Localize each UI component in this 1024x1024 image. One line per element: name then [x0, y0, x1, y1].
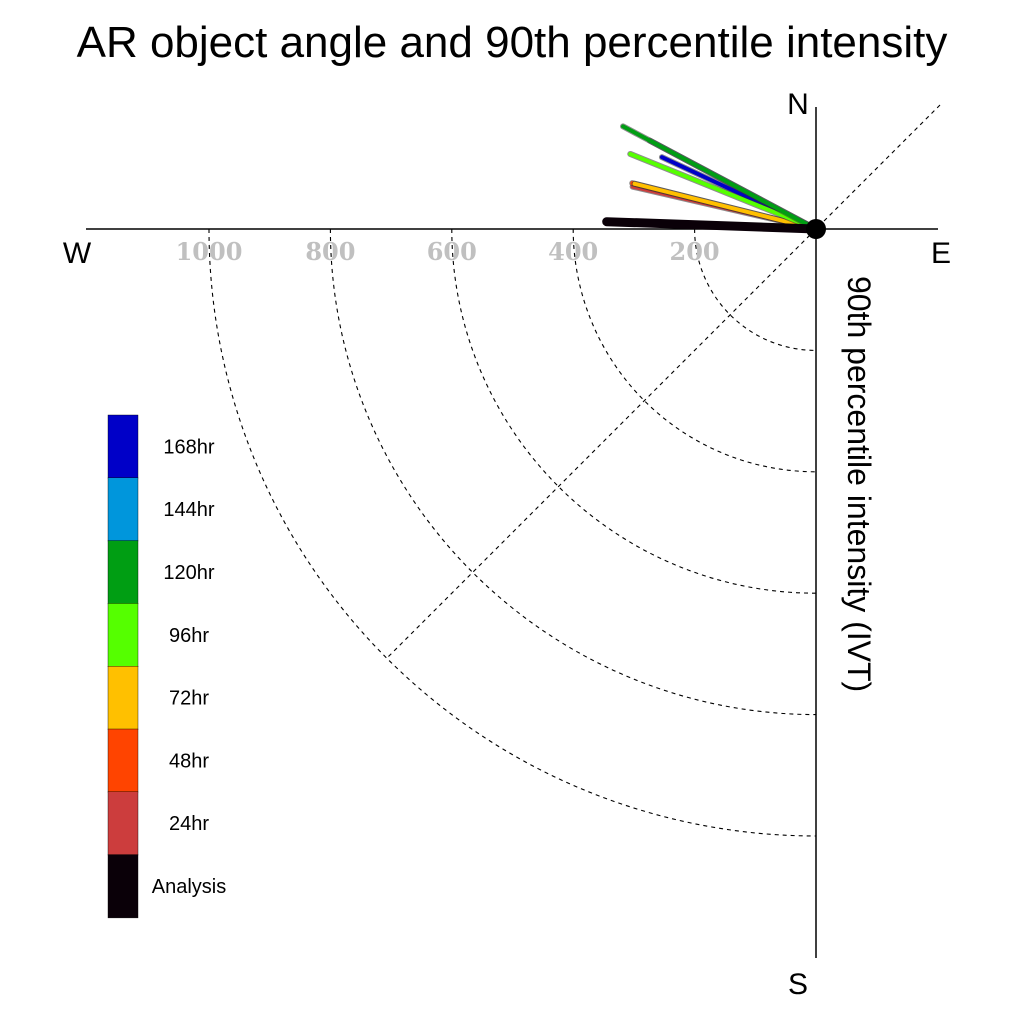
grid-arc-1000 [208, 228, 817, 837]
legend-label-168hr: 168hr [163, 436, 214, 458]
grid-diagonal [386, 104, 941, 659]
compass-south: S [788, 968, 808, 1001]
legend-swatch-24hr [107, 791, 139, 856]
compass-north: N [787, 88, 809, 121]
legend-swatch-48hr [107, 728, 139, 793]
grid-arc-800 [329, 228, 817, 716]
legend-label-48hr: 48hr [169, 750, 209, 772]
legend-label-24hr: 24hr [169, 813, 209, 835]
tick-label-800: 800 [305, 237, 355, 266]
tick-label-600: 600 [427, 237, 477, 266]
tick-label-1000: 1000 [176, 237, 243, 266]
vector-120hr [621, 124, 818, 231]
vector-72hr [632, 181, 818, 231]
compass-east: E [931, 237, 951, 270]
legend-swatch-72hr [107, 666, 139, 730]
polar-grid [208, 104, 941, 837]
legend-swatch-120hr [107, 540, 139, 605]
legend-swatch-96hr [107, 603, 139, 667]
legend-label-96hr: 96hr [169, 625, 209, 647]
legend-label-144hr: 144hr [163, 499, 214, 521]
tick-label-200: 200 [670, 237, 720, 266]
radius-tick-labels: 1000 800 600 400 200 [176, 237, 720, 266]
vector-Analysis [602, 217, 821, 234]
y-axis-label: 90th percentile intensity (IVT) [841, 276, 877, 692]
vector-96hr [628, 151, 818, 231]
legend: 168hr 144hr 120hr 96hr 72hr 48hr 24hr Analysis [107, 414, 226, 919]
tick-label-400: 400 [548, 237, 598, 266]
legend-swatch-144hr [107, 477, 139, 542]
legend-label-72hr: 72hr [169, 688, 209, 710]
legend-swatch-168hr [107, 414, 139, 479]
legend-swatch-Analysis [107, 854, 139, 919]
compass-west: W [63, 237, 92, 270]
grid-arc-200 [694, 228, 817, 351]
origin-marker [806, 219, 826, 239]
forecast-vectors [602, 123, 821, 234]
compass-axes: N S W E [63, 88, 951, 1001]
chart-title: AR object angle and 90th percentile inte… [77, 18, 948, 67]
legend-label-120hr: 120hr [163, 562, 214, 584]
legend-label-Analysis: Analysis [152, 876, 226, 898]
